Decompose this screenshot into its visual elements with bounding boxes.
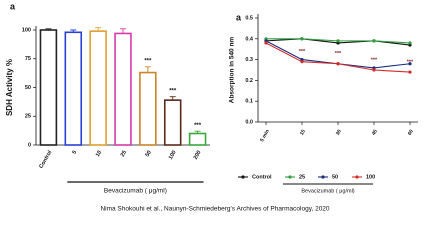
y-tick-label: 100 (22, 27, 31, 33)
annotation: *** (169, 88, 177, 94)
x-tick-label: 45 (371, 128, 379, 136)
y-tick-label: 0.2 (245, 78, 253, 84)
series-point (300, 37, 304, 41)
bar (163, 99, 182, 146)
legend-label: 25 (299, 174, 305, 180)
error-bar (95, 27, 102, 32)
y-tick-label: 0.1 (245, 99, 253, 105)
series-point (372, 68, 376, 72)
panel-label: a (10, 1, 16, 11)
bar (64, 31, 83, 146)
legend-label: 50 (332, 174, 338, 180)
bar (89, 30, 107, 146)
legend-label: Control (252, 174, 272, 180)
legend-dot (321, 175, 325, 179)
error-bar (45, 28, 52, 30)
annotation: *** (335, 51, 342, 57)
caption: Nima Shokouhi et al., Naunyn-Schmiedeber… (100, 206, 329, 213)
x-axis-label: Bevacizumab ( μg/ml) (104, 188, 167, 195)
annotation: *** (299, 49, 306, 55)
y-tick-label: 25 (25, 114, 31, 120)
series-point (336, 62, 340, 66)
series-point (408, 70, 412, 74)
x-tick-label: Control (38, 149, 53, 169)
y-tick-label: 0.5 (245, 15, 253, 21)
annotation: *** (194, 123, 202, 129)
x-tick-label: 50 (145, 150, 153, 158)
error-bar (144, 66, 151, 73)
y-tick-label: 0.3 (245, 57, 253, 63)
y-axis-label: Absorption in 540 nm (229, 37, 236, 104)
x-tick-label: 200 (193, 150, 203, 161)
legend-dot (288, 175, 292, 179)
y-tick-label: 0 (28, 142, 31, 148)
series-line (265, 42, 411, 73)
x-tick-label: 60 (407, 128, 415, 136)
error-bar (70, 29, 77, 33)
bar (39, 29, 58, 146)
bar (139, 71, 157, 146)
legend-dot (241, 175, 245, 179)
y-tick-label: 50 (25, 85, 31, 91)
x-tick-label: 30 (335, 128, 343, 136)
legend-label: 100 (366, 174, 375, 180)
x-tick-label: 25 (120, 150, 128, 158)
bar (114, 32, 132, 146)
figure: Nima Shokouhi et al., Naunyn-Schmiedeber… (5, 1, 418, 213)
series-point (408, 62, 412, 66)
x-tick-label: 15 (299, 128, 307, 136)
x-tick-label: 5 (72, 150, 79, 156)
y-axis-label: SDH Activity % (5, 59, 14, 116)
y-tick-label: 0.0 (245, 119, 253, 125)
x-tick-label: 5 min (259, 129, 271, 143)
error-bar (194, 130, 201, 134)
y-tick-label: 0.4 (245, 36, 254, 42)
error-bar (169, 96, 176, 101)
bar (188, 132, 207, 146)
annotation: *** (407, 60, 414, 66)
panel-label: a (236, 12, 242, 22)
annotation: *** (371, 57, 378, 63)
series-point (264, 41, 268, 45)
series-point (336, 39, 340, 43)
x-tick-label: 100 (168, 150, 178, 161)
error-bar (120, 28, 126, 34)
x-tick-label: 10 (95, 150, 103, 158)
legend-dot (355, 175, 359, 179)
series-point (408, 41, 412, 45)
y-tick-label: 75 (25, 56, 31, 62)
x-axis-label: Bevacizumab ( μg/ml) (301, 188, 354, 194)
series-point (300, 60, 304, 64)
annotation: *** (144, 58, 152, 64)
series-point (372, 39, 376, 43)
